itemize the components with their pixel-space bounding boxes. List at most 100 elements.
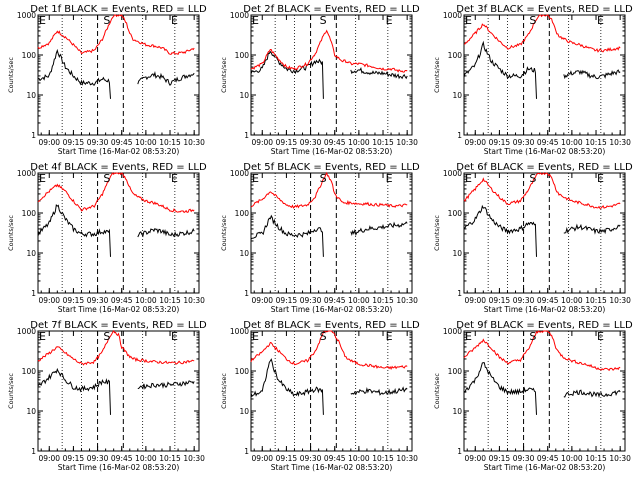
- x-tick-label: 09:00: [464, 296, 486, 305]
- x-tick-label: 10:15: [159, 454, 181, 463]
- x-tick-label: 09:00: [464, 138, 486, 147]
- marker-label-e: E: [597, 330, 604, 343]
- lld-curve: [250, 29, 408, 73]
- marker-label-e: E: [171, 172, 178, 185]
- x-tick-label: 10:30: [396, 296, 418, 305]
- y-tick-label: 1: [457, 131, 462, 140]
- x-tick-label: 10:00: [348, 296, 370, 305]
- y-axis-label: Counts/sec: [7, 215, 15, 251]
- marker-label-s: S: [103, 172, 110, 185]
- y-tick-label: 1000: [443, 327, 462, 336]
- marker-label-e: E: [252, 14, 259, 27]
- x-tick-label: 09:30: [87, 138, 109, 147]
- panel-title: Det 3f BLACK = Events, RED = LLD: [456, 4, 633, 15]
- x-tick-label: 09:45: [324, 296, 346, 305]
- marker-label-e: E: [386, 172, 393, 185]
- x-tick-label: 10:00: [348, 454, 370, 463]
- marker-label-e: E: [465, 330, 472, 343]
- marker-label-s: S: [320, 330, 327, 343]
- marker-label-s: S: [320, 172, 327, 185]
- detector-panel-8: Det 8f BLACK = Events, RED = LLD 1 10 100 10…: [220, 320, 420, 472]
- x-axis-label: Start Time (16-Mar-02 08:53:20): [271, 147, 393, 156]
- y-axis-label: Counts/sec: [7, 373, 15, 409]
- x-tick-label: 09:00: [251, 454, 273, 463]
- panel-title: Det 2f BLACK = Events, RED = LLD: [243, 4, 420, 15]
- x-axis-label: Start Time (16-Mar-02 08:53:20): [58, 463, 180, 472]
- y-axis-label: Counts/sec: [220, 373, 228, 409]
- plot-frame: [37, 330, 200, 452]
- marker-label-e: E: [171, 330, 178, 343]
- events-curve: [463, 204, 621, 257]
- y-tick-label: 10: [452, 249, 462, 258]
- x-tick-label: 09:30: [300, 296, 322, 305]
- x-tick-label: 09:00: [38, 454, 60, 463]
- x-tick-label: 10:15: [585, 454, 607, 463]
- detector-panel-2: Det 2f BLACK = Events, RED = LLD 1 10 100 10…: [220, 4, 420, 156]
- y-tick-label: 10: [452, 407, 462, 416]
- y-tick-label: 100: [448, 367, 463, 376]
- x-axis-label: Start Time (16-Mar-02 08:53:20): [271, 463, 393, 472]
- marker-label-s: S: [529, 14, 536, 27]
- x-tick-label: 09:30: [513, 454, 535, 463]
- x-tick-label: 10:00: [135, 454, 157, 463]
- x-tick-label: 09:15: [63, 138, 85, 147]
- panel-title: Det 6f BLACK = Events, RED = LLD: [456, 162, 633, 173]
- plot-frame: [250, 172, 413, 294]
- panel-title: Det 1f BLACK = Events, RED = LLD: [30, 4, 207, 15]
- x-tick-label: 09:15: [63, 296, 85, 305]
- x-tick-label: 09:15: [489, 296, 511, 305]
- x-tick-label: 10:30: [396, 454, 418, 463]
- y-tick-label: 10: [452, 91, 462, 100]
- panel-title: Det 8f BLACK = Events, RED = LLD: [243, 320, 420, 331]
- detector-panel-1: Det 1f BLACK = Events, RED = LLD 1 10 100 10…: [7, 4, 207, 156]
- x-tick-label: 09:30: [513, 138, 535, 147]
- marker-label-s: S: [103, 330, 110, 343]
- x-tick-label: 10:30: [609, 296, 631, 305]
- x-axis-label: Start Time (16-Mar-02 08:53:20): [484, 147, 606, 156]
- marker-label-e: E: [386, 330, 393, 343]
- x-tick-label: 09:30: [300, 454, 322, 463]
- x-tick-label: 10:30: [183, 296, 205, 305]
- y-tick-label: 1000: [230, 327, 249, 336]
- x-tick-label: 09:45: [537, 138, 559, 147]
- y-tick-label: 1000: [230, 11, 249, 20]
- y-tick-label: 1: [457, 447, 462, 456]
- x-tick-label: 09:30: [87, 296, 109, 305]
- lld-curve: [463, 172, 621, 209]
- marker-label-e: E: [171, 14, 178, 27]
- detector-panel-7: Det 7f BLACK = Events, RED = LLD 1 10 100 10…: [7, 320, 207, 472]
- x-tick-label: 09:00: [251, 138, 273, 147]
- y-tick-label: 100: [22, 209, 37, 218]
- panel-title: Det 4f BLACK = Events, RED = LLD: [30, 162, 207, 173]
- marker-label-e: E: [597, 172, 604, 185]
- panel-title: Det 7f BLACK = Events, RED = LLD: [30, 320, 207, 331]
- x-tick-label: 10:00: [561, 138, 583, 147]
- y-tick-label: 100: [235, 367, 250, 376]
- plot-frame: [250, 14, 413, 136]
- y-tick-label: 10: [26, 249, 36, 258]
- events-curve: [250, 214, 408, 257]
- x-tick-label: 10:15: [159, 138, 181, 147]
- y-tick-label: 100: [448, 51, 463, 60]
- detector-panel-9: Det 9f BLACK = Events, RED = LLD 1 10 100 10…: [433, 320, 633, 472]
- x-tick-label: 09:00: [38, 296, 60, 305]
- x-tick-label: 09:45: [111, 296, 133, 305]
- x-tick-label: 10:00: [135, 296, 157, 305]
- marker-label-s: S: [320, 14, 327, 27]
- y-tick-label: 1000: [17, 11, 36, 20]
- lld-curve: [37, 330, 195, 366]
- x-tick-label: 10:00: [561, 454, 583, 463]
- lld-curve: [250, 330, 408, 371]
- marker-label-e: E: [252, 172, 259, 185]
- marker-label-e: E: [386, 14, 393, 27]
- x-tick-label: 09:45: [111, 138, 133, 147]
- x-tick-label: 10:30: [396, 138, 418, 147]
- x-tick-label: 10:15: [372, 138, 394, 147]
- y-tick-label: 1000: [17, 169, 36, 178]
- y-tick-label: 1000: [443, 11, 462, 20]
- y-tick-label: 10: [239, 407, 249, 416]
- x-tick-label: 10:30: [609, 454, 631, 463]
- x-tick-label: 09:30: [513, 296, 535, 305]
- marker-label-e: E: [39, 14, 46, 27]
- plot-frame: [37, 14, 200, 136]
